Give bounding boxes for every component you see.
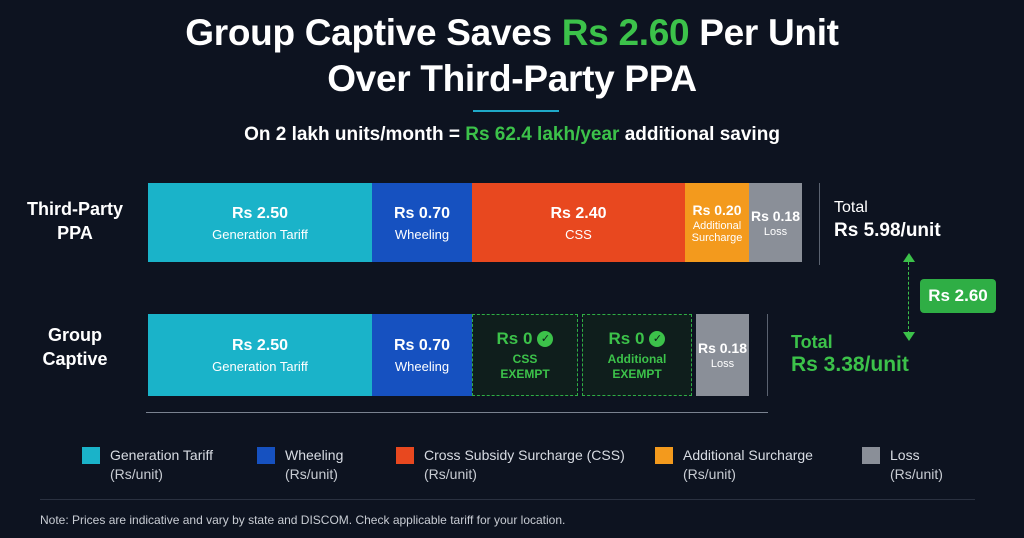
title-text: Group Captive Saves [185,12,562,53]
bar-segment-wheeling: Rs 0.70 Wheeling [372,183,472,262]
legend-swatch [82,447,100,464]
segment-value-text: Rs 2.50 [231,337,289,354]
bar-segment-loss: Rs 0.18 Loss [749,183,802,262]
segment-value-text: Rs 0 [608,328,645,348]
subtitle-highlight: Rs 62.4 lakh/year [465,124,620,145]
segment-value-text: Rs 0.70 [393,204,451,222]
segment-value-text: Rs 0.18 [750,207,801,224]
row-label-line: Captive [42,349,108,369]
legend-item-css: Cross Subsidy Surcharge (CSS) (Rs/unit) [396,446,625,484]
legend-item-generation: Generation Tariff (Rs/unit) [82,446,213,484]
segment-label: Additional EXEMPT [607,351,667,381]
row-total: Total Rs 3.38/unit [791,332,909,378]
legend-swatch [655,447,673,464]
legend-name: Cross Subsidy Surcharge (CSS) [424,447,625,463]
arrow-up-icon [903,253,915,262]
bar-segment-css: Rs 2.40 CSS [472,183,685,262]
segment-label: Additional Surcharge [691,219,743,244]
total-separator [819,183,820,265]
segment-value-text: Rs 0.20 [692,201,742,218]
legend-item-wheeling: Wheeling (Rs/unit) [257,446,343,484]
legend-text: Cross Subsidy Surcharge (CSS) (Rs/unit) [424,446,625,484]
bar-segment-wheeling: Rs 0.70 Wheeling [372,314,472,396]
legend-name: Generation Tariff [110,447,213,463]
difference-badge: Rs 2.60 [920,279,996,313]
legend-text: Wheeling (Rs/unit) [285,446,343,484]
legend-item-additional: Additional Surcharge (Rs/unit) [655,446,813,484]
row-label: Group Captive [20,323,130,371]
segment-value-text: Rs 0 [496,328,533,348]
legend-name: Loss [890,447,920,463]
subtitle-text-end: additional saving [619,124,780,145]
legend-name: Wheeling [285,447,344,463]
title-text-end: Per Unit [689,12,839,53]
legend-name: Additional Surcharge [683,447,813,463]
legend-swatch [396,447,414,464]
subtitle: On 2 lakh units/month = Rs 62.4 lakh/yea… [0,124,1024,146]
segment-label: Wheeling [394,359,450,374]
segment-label: CSS [565,226,592,242]
legend-unit: (Rs/unit) [285,466,338,482]
segment-value: Rs 0.20 [692,202,741,219]
chart-baseline [146,412,768,413]
legend-swatch [862,447,880,464]
segment-value-text: Rs 2.50 [231,204,289,222]
row-label-line: Group [48,325,102,345]
row-total: Total Rs 5.98/unit [834,198,941,244]
segment-value-text: Rs 2.40 [550,204,607,222]
segment-value: Rs 2.50 [232,204,288,224]
title-highlight: Rs 2.60 [561,12,690,53]
segment-label: Loss [710,358,735,370]
bar-segment-generation: Rs 2.50 Generation Tariff [148,183,372,262]
segment-value: Rs 0.18 [751,208,800,225]
title-line-1: Group Captive Saves Rs 2.60 Per Unit [0,10,1024,56]
bar-segment-loss: Rs 0.18 Loss [696,314,749,396]
footnote: Note: Prices are indicative and vary by … [40,513,566,527]
segment-value: Rs 2.40 [550,204,606,224]
legend-text: Loss (Rs/unit) [890,446,943,484]
legend-unit: (Rs/unit) [683,466,736,482]
bar-segment-generation: Rs 2.50 Generation Tariff [148,314,372,396]
difference-connector [908,262,909,334]
bar-segment-css: Rs 0 ✓ CSS EXEMPT [472,314,578,396]
check-icon: ✓ [537,330,554,347]
page-title: Group Captive Saves Rs 2.60 Per Unit Ove… [0,10,1024,102]
title-line-2: Over Third-Party PPA [327,58,697,99]
total-value: Rs 3.38/unit [791,353,909,376]
total-value: Rs 5.98/unit [834,220,941,241]
bar-segment-additional: Rs 0 ✓ Additional EXEMPT [582,314,692,396]
segment-label: Generation Tariff [212,359,308,374]
legend-swatch [257,447,275,464]
total-label: Total [834,199,868,216]
segment-value: Rs 0 ✓ [497,329,554,349]
footer-divider [40,499,975,500]
legend-text: Additional Surcharge (Rs/unit) [683,446,813,484]
bar-segment-additional: Rs 0.20 Additional Surcharge [685,183,749,262]
segment-value-text: Rs 0.18 [697,340,748,356]
segment-value: Rs 0.18 [698,340,747,357]
legend-unit: (Rs/unit) [110,466,163,482]
arrow-down-icon [903,332,915,341]
legend-item-loss: Loss (Rs/unit) [862,446,943,484]
segment-label: Generation Tariff [212,226,308,242]
row-label-line: PPA [57,223,93,243]
title-divider [473,110,559,112]
legend-text: Generation Tariff (Rs/unit) [110,446,213,484]
check-icon: ✓ [649,330,666,347]
legend-unit: (Rs/unit) [424,466,477,482]
segment-value: Rs 0.70 [394,336,450,356]
row-label: Third-Party PPA [20,197,130,245]
segment-value: Rs 0.70 [394,204,450,224]
segment-label: Wheeling [394,226,450,242]
total-label: Total [791,332,833,352]
total-separator [767,314,768,396]
segment-label: Loss [763,225,788,238]
subtitle-text: On 2 lakh units/month = [244,124,466,145]
segment-value-text: Rs 0.70 [393,337,451,354]
segment-value: Rs 0 ✓ [609,329,666,349]
legend-unit: (Rs/unit) [890,466,943,482]
segment-label: CSS EXEMPT [500,351,550,381]
segment-value: Rs 2.50 [232,336,288,356]
row-label-line: Third-Party [26,199,123,219]
